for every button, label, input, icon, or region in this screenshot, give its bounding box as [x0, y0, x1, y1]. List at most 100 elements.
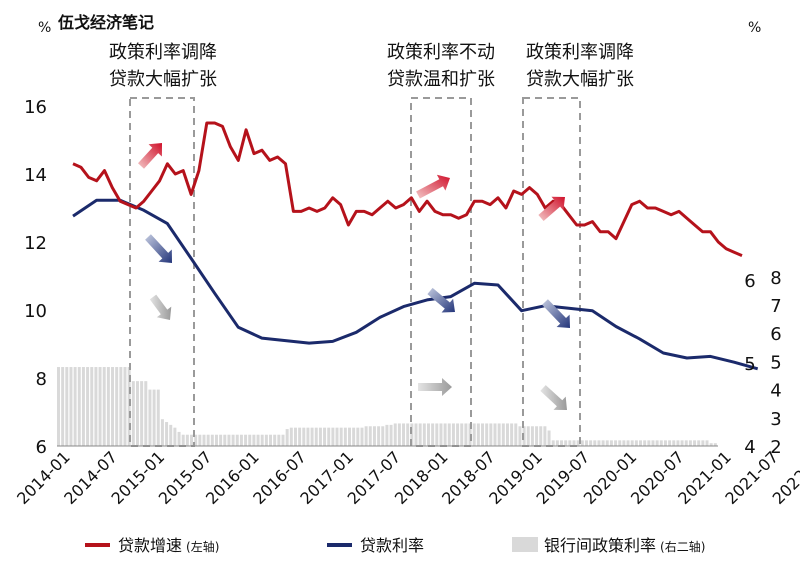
policy-rate-bar — [131, 381, 135, 446]
policy-rate-bar — [447, 423, 451, 446]
policy-rate-bar — [111, 367, 115, 446]
policy-rate-bar — [551, 440, 555, 446]
policy-rate-bar — [372, 426, 376, 446]
annotation-1-line-2: 贷款大幅扩张 — [109, 69, 217, 90]
policy-rate-bar — [264, 434, 268, 446]
loan-rate-line — [72, 198, 759, 371]
right-axis-2-tick-label: 7 — [770, 296, 781, 317]
policy-rate-bar — [239, 434, 243, 446]
policy-rate-bar — [356, 427, 360, 446]
annotation-3-line-2: 贷款大幅扩张 — [526, 69, 634, 90]
policy-rate-bar — [593, 440, 597, 446]
policy-rate-bar — [331, 427, 335, 446]
policy-rate-bar — [223, 434, 227, 446]
policy-rate-bar — [185, 434, 189, 446]
policy-rate-bar — [709, 443, 713, 446]
policy-rate-bar — [431, 423, 435, 446]
policy-rate-bar — [518, 426, 522, 446]
policy-rate-bars — [57, 367, 717, 446]
policy-rate-bar — [360, 427, 364, 446]
policy-rate-bar — [647, 440, 651, 446]
right-axis-2-tick-label: 4 — [770, 381, 781, 402]
policy-rate-bar — [173, 427, 177, 446]
policy-rate-bar — [539, 426, 543, 446]
policy-rate-bar — [190, 434, 194, 446]
arrow-up-icon — [416, 174, 450, 199]
policy-rate-bar — [626, 440, 630, 446]
policy-rate-bar — [651, 440, 655, 446]
policy-rate-bar — [560, 440, 564, 446]
policy-rate-bar — [601, 440, 605, 446]
right-axis-unit: % — [748, 20, 761, 36]
policy-rate-bar — [535, 426, 539, 446]
left-axis-unit: % — [38, 20, 51, 36]
policy-rate-bar — [684, 440, 688, 446]
policy-rate-bar — [160, 419, 164, 446]
policy-rate-bar — [456, 423, 460, 446]
policy-rate-bar — [406, 423, 410, 446]
annotation-1-line-1: 政策利率调降 — [109, 42, 217, 63]
policy-rate-bar — [676, 440, 680, 446]
policy-rate-bar — [397, 423, 401, 446]
policy-rate-bar — [65, 367, 69, 446]
policy-rate-bar — [123, 367, 127, 446]
policy-rate-bar — [194, 434, 198, 446]
policy-rate-bar — [314, 427, 318, 446]
policy-rate-bar — [451, 423, 455, 446]
policy-rate-bar — [476, 423, 480, 446]
policy-rate-bar — [119, 367, 123, 446]
policy-rate-bar — [643, 440, 647, 446]
policy-rate-bar — [505, 423, 509, 446]
policy-rate-bar — [418, 423, 422, 446]
policy-rate-bar — [273, 434, 277, 446]
policy-rate-bar — [489, 423, 493, 446]
policy-rate-bar — [90, 367, 94, 446]
policy-rate-bar — [73, 367, 77, 446]
annotation-2-line-2: 贷款温和扩张 — [387, 69, 495, 90]
policy-rate-bar — [81, 367, 85, 446]
policy-rate-bar — [152, 389, 156, 446]
policy-rate-bar — [481, 423, 485, 446]
left-axis-tick-label: 14 — [24, 165, 47, 186]
policy-rate-bar — [385, 424, 389, 446]
policy-rate-bar — [61, 367, 65, 446]
annotation-3: 政策利率调降 贷款大幅扩张 — [526, 42, 634, 90]
policy-rate-bar — [543, 426, 547, 446]
policy-rate-bar — [57, 367, 60, 446]
right-axis-2-tick-label: 5 — [770, 352, 781, 373]
policy-rate-bar — [318, 427, 322, 446]
trend-arrows — [138, 143, 570, 410]
policy-rate-bar — [522, 426, 526, 446]
left-axis-tick-label: 10 — [24, 301, 47, 322]
policy-rate-bar — [252, 434, 256, 446]
annotation-boxes — [129, 97, 581, 447]
policy-rate-bar — [576, 440, 580, 446]
policy-rate-bar — [426, 423, 430, 446]
policy-rate-bar — [435, 423, 439, 446]
annotation-3-line-1: 政策利率调降 — [526, 42, 634, 63]
arrow-up-icon — [538, 196, 565, 221]
left-axis-tick-label: 16 — [24, 97, 47, 118]
policy-rate-bar — [555, 440, 559, 446]
policy-rate-bar — [668, 440, 672, 446]
policy-rate-bar — [256, 434, 260, 446]
policy-rate-bar — [306, 427, 310, 446]
policy-rate-bar — [464, 423, 468, 446]
policy-rate-bar — [630, 440, 634, 446]
policy-rate-bar — [422, 423, 426, 446]
legend-label-loan-rate: 贷款利率 — [360, 536, 424, 555]
policy-rate-bar — [140, 381, 144, 446]
policy-rate-bar — [181, 434, 185, 446]
policy-rate-bar — [115, 367, 119, 446]
right-axis-1-tick-label: 6 — [744, 271, 755, 292]
annotation-1: 政策利率调降 贷款大幅扩张 — [109, 42, 217, 90]
policy-rate-bar — [69, 367, 73, 446]
policy-rate-bar — [510, 423, 514, 446]
left-axis-tick-label: 12 — [24, 233, 47, 254]
policy-rate-bar — [688, 440, 692, 446]
policy-rate-bar — [310, 427, 314, 446]
policy-rate-bar — [568, 440, 572, 446]
policy-rate-bar — [368, 426, 372, 446]
policy-rate-bar — [127, 367, 131, 446]
